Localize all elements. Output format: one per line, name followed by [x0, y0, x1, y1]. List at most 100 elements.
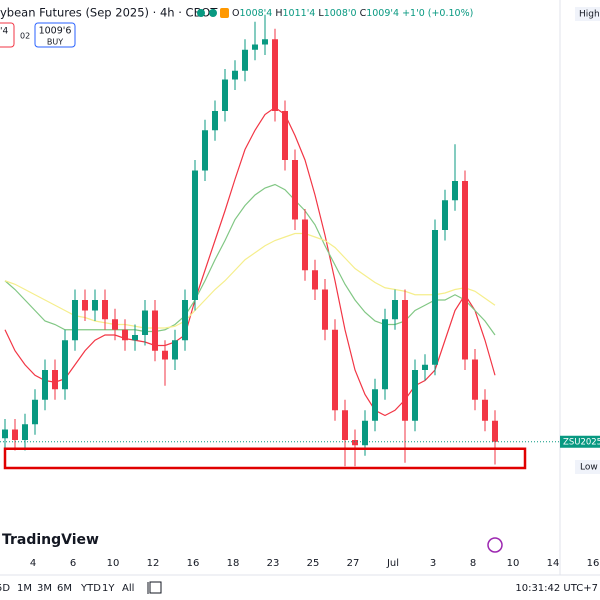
x-tick-label: 8 [470, 558, 476, 569]
status-icon [209, 9, 217, 17]
candle-body [222, 79, 228, 111]
candle-body [392, 300, 398, 320]
range-button[interactable]: YTD [80, 583, 101, 594]
candle-body [62, 340, 68, 390]
candle-body [12, 429, 18, 440]
status-icon [197, 9, 205, 17]
candle-body [302, 219, 308, 271]
high-label: High [579, 10, 600, 20]
symbol-label: ZSU2025 [563, 437, 600, 447]
candle-body [232, 70, 238, 80]
candle-body [332, 329, 338, 411]
candle-body [2, 429, 8, 439]
range-button[interactable]: 6M [57, 583, 72, 594]
support-zone [3, 447, 527, 470]
x-tick-label: Jul [386, 558, 399, 569]
candle-body [412, 370, 418, 421]
sell-price: '4 [0, 27, 8, 37]
x-tick-label: 14 [547, 558, 560, 569]
ohlc: O1008'4 H1011'4 L1008'0 C1009'4 +1'0 (+0… [232, 8, 473, 19]
candle-body [292, 160, 298, 220]
plot-area: ZSU2025 Low [0, 14, 600, 474]
candle-body [252, 44, 258, 50]
x-tick-label: 12 [147, 558, 160, 569]
x-tick-label: 3 [430, 558, 436, 569]
candle-body [82, 300, 88, 311]
candle-body [482, 399, 488, 421]
header: ybean Futures (Sep 2025) · 4h · CBOT O10… [0, 6, 600, 48]
candle-body [452, 181, 458, 201]
calendar-icon[interactable] [149, 581, 162, 594]
candle-body [372, 389, 378, 421]
candle-body [352, 440, 358, 446]
x-tick-label: 16 [187, 558, 200, 569]
x-tick-label: 27 [347, 558, 360, 569]
low-label: Low [580, 463, 598, 473]
x-tick-label: 10 [507, 558, 520, 569]
sell-button[interactable] [0, 22, 15, 48]
moving-average [4, 232, 496, 329]
candle-body [52, 370, 58, 390]
buy-label: BUY [47, 38, 63, 47]
candle-body [382, 319, 388, 390]
x-tick-label: 6 [70, 558, 76, 569]
range-button[interactable]: 3M [37, 583, 52, 594]
candle-body [102, 300, 108, 320]
assistant-icon[interactable] [487, 537, 503, 553]
candle-body [202, 130, 208, 171]
candle-body [212, 111, 218, 131]
x-tick-label: 18 [227, 558, 240, 569]
symbol-tag [560, 435, 600, 448]
candle-body [472, 359, 478, 400]
candle-body [462, 181, 468, 360]
range-button[interactable]: 1M [17, 583, 32, 594]
x-tick-label: 10 [107, 558, 120, 569]
candle-body [242, 49, 248, 71]
candle-body [422, 364, 428, 370]
range-button[interactable]: 5D [0, 583, 10, 594]
candle-body [322, 289, 328, 330]
buy-price: 1009'6 [39, 26, 72, 37]
buy-button[interactable] [34, 22, 76, 48]
range-button[interactable]: All [122, 583, 134, 594]
candle-body [312, 270, 318, 290]
candle-body [32, 399, 38, 425]
moving-average [4, 183, 496, 336]
candle-body [442, 200, 448, 230]
x-tick-label: 16 [587, 558, 600, 569]
range-button[interactable]: 1Y [102, 583, 115, 594]
low-tag [575, 460, 600, 474]
candle-body [132, 335, 138, 341]
candle-body [22, 424, 28, 440]
candle-body [142, 310, 148, 335]
candle-body [262, 39, 268, 45]
candle-body [152, 310, 158, 351]
candle-body [42, 370, 48, 400]
candle-body [432, 230, 438, 365]
candle-body [402, 300, 408, 421]
high-tag [575, 7, 600, 21]
candle-body [172, 340, 178, 360]
spread: 02 [20, 32, 30, 41]
candle-body [342, 410, 348, 440]
candle-body [282, 111, 288, 160]
brand: TradingView [2, 532, 99, 548]
candle-body [92, 300, 98, 311]
symbol-title: ybean Futures (Sep 2025) · 4h · CBOT [0, 6, 218, 20]
x-tick-label: 4 [30, 558, 36, 569]
candle-body [272, 39, 278, 111]
clock: 10:31:42 UTC+7 [515, 583, 598, 594]
candle-body [192, 170, 198, 300]
candle-body [112, 319, 118, 330]
candle-body [492, 420, 498, 442]
candle-body [362, 420, 368, 446]
moving-average [4, 106, 496, 417]
candle-body [72, 300, 78, 341]
x-tick-label: 25 [307, 558, 320, 569]
x-tick-label: 23 [267, 558, 280, 569]
candle-body [182, 300, 188, 341]
candle-body [162, 350, 168, 360]
candle-body [122, 329, 128, 341]
